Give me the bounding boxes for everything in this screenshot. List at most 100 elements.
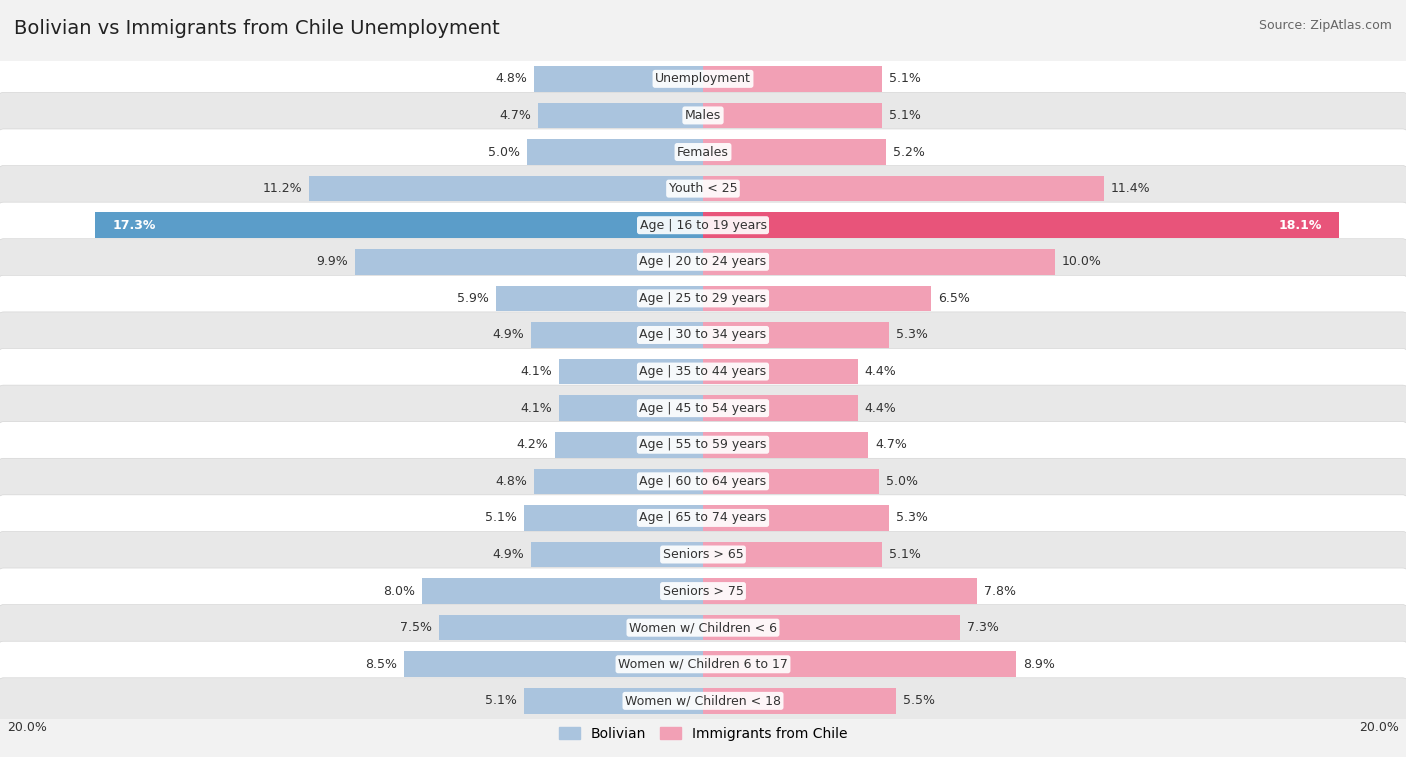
Text: 4.7%: 4.7%: [875, 438, 907, 451]
Text: Seniors > 65: Seniors > 65: [662, 548, 744, 561]
Bar: [703, 249, 1054, 275]
FancyBboxPatch shape: [0, 348, 1406, 394]
Bar: [703, 688, 897, 714]
Text: Youth < 25: Youth < 25: [669, 182, 737, 195]
Text: 20.0%: 20.0%: [7, 721, 46, 734]
Text: 4.8%: 4.8%: [495, 475, 527, 488]
Text: 6.5%: 6.5%: [939, 292, 970, 305]
Bar: [703, 652, 1015, 677]
Text: 8.0%: 8.0%: [382, 584, 415, 597]
FancyBboxPatch shape: [0, 385, 1406, 431]
Text: Unemployment: Unemployment: [655, 73, 751, 86]
Bar: [560, 395, 703, 421]
Bar: [703, 213, 1340, 238]
FancyBboxPatch shape: [0, 531, 1406, 578]
Text: 10.0%: 10.0%: [1062, 255, 1101, 268]
Text: 4.2%: 4.2%: [516, 438, 548, 451]
Bar: [703, 432, 869, 457]
Bar: [496, 285, 703, 311]
Text: Age | 55 to 59 years: Age | 55 to 59 years: [640, 438, 766, 451]
Text: 8.9%: 8.9%: [1024, 658, 1054, 671]
Text: 5.1%: 5.1%: [485, 512, 517, 525]
Bar: [703, 103, 883, 128]
Text: 8.5%: 8.5%: [366, 658, 398, 671]
FancyBboxPatch shape: [0, 238, 1406, 285]
Text: Seniors > 75: Seniors > 75: [662, 584, 744, 597]
Text: 7.5%: 7.5%: [401, 621, 433, 634]
FancyBboxPatch shape: [0, 202, 1406, 248]
Text: Age | 30 to 34 years: Age | 30 to 34 years: [640, 329, 766, 341]
FancyBboxPatch shape: [0, 166, 1406, 212]
Text: Age | 60 to 64 years: Age | 60 to 64 years: [640, 475, 766, 488]
Bar: [534, 66, 703, 92]
Text: 5.1%: 5.1%: [889, 548, 921, 561]
FancyBboxPatch shape: [0, 129, 1406, 175]
Legend: Bolivian, Immigrants from Chile: Bolivian, Immigrants from Chile: [553, 721, 853, 746]
Bar: [527, 139, 703, 165]
Text: 5.9%: 5.9%: [457, 292, 489, 305]
Text: 4.4%: 4.4%: [865, 365, 897, 378]
Text: 4.4%: 4.4%: [865, 402, 897, 415]
Bar: [555, 432, 703, 457]
Text: 5.1%: 5.1%: [889, 73, 921, 86]
Text: 17.3%: 17.3%: [112, 219, 156, 232]
Text: 5.1%: 5.1%: [889, 109, 921, 122]
Bar: [537, 103, 703, 128]
Text: 4.1%: 4.1%: [520, 402, 551, 415]
Bar: [531, 542, 703, 567]
Text: 5.0%: 5.0%: [886, 475, 918, 488]
Text: Women w/ Children 6 to 17: Women w/ Children 6 to 17: [619, 658, 787, 671]
Text: 5.1%: 5.1%: [485, 694, 517, 707]
Text: Women w/ Children < 18: Women w/ Children < 18: [626, 694, 780, 707]
Text: Age | 65 to 74 years: Age | 65 to 74 years: [640, 512, 766, 525]
Text: 4.7%: 4.7%: [499, 109, 531, 122]
FancyBboxPatch shape: [0, 605, 1406, 651]
Text: 7.8%: 7.8%: [984, 584, 1017, 597]
Bar: [703, 139, 886, 165]
Text: Age | 35 to 44 years: Age | 35 to 44 years: [640, 365, 766, 378]
Bar: [703, 578, 977, 604]
Text: 4.9%: 4.9%: [492, 329, 524, 341]
FancyBboxPatch shape: [0, 56, 1406, 102]
Text: 7.3%: 7.3%: [967, 621, 998, 634]
Bar: [703, 615, 960, 640]
Text: Females: Females: [678, 145, 728, 158]
Bar: [439, 615, 703, 640]
Text: 5.3%: 5.3%: [897, 512, 928, 525]
Bar: [524, 688, 703, 714]
Text: 11.4%: 11.4%: [1111, 182, 1150, 195]
Text: 4.9%: 4.9%: [492, 548, 524, 561]
Bar: [524, 505, 703, 531]
Bar: [560, 359, 703, 385]
FancyBboxPatch shape: [0, 458, 1406, 504]
FancyBboxPatch shape: [0, 312, 1406, 358]
Text: Age | 45 to 54 years: Age | 45 to 54 years: [640, 402, 766, 415]
Bar: [309, 176, 703, 201]
Bar: [531, 322, 703, 347]
Bar: [703, 395, 858, 421]
Bar: [703, 176, 1104, 201]
Bar: [94, 213, 703, 238]
Text: 11.2%: 11.2%: [263, 182, 302, 195]
Text: Bolivian vs Immigrants from Chile Unemployment: Bolivian vs Immigrants from Chile Unempl…: [14, 19, 499, 38]
Text: 9.9%: 9.9%: [316, 255, 349, 268]
Text: Age | 25 to 29 years: Age | 25 to 29 years: [640, 292, 766, 305]
Bar: [534, 469, 703, 494]
FancyBboxPatch shape: [0, 422, 1406, 468]
Text: 5.2%: 5.2%: [893, 145, 925, 158]
Bar: [422, 578, 703, 604]
FancyBboxPatch shape: [0, 92, 1406, 139]
Text: Source: ZipAtlas.com: Source: ZipAtlas.com: [1258, 19, 1392, 32]
Text: Age | 20 to 24 years: Age | 20 to 24 years: [640, 255, 766, 268]
Bar: [703, 505, 889, 531]
Text: 18.1%: 18.1%: [1278, 219, 1322, 232]
Bar: [703, 322, 889, 347]
FancyBboxPatch shape: [0, 276, 1406, 322]
Text: 4.8%: 4.8%: [495, 73, 527, 86]
Bar: [703, 542, 883, 567]
Text: 5.0%: 5.0%: [488, 145, 520, 158]
Text: 5.3%: 5.3%: [897, 329, 928, 341]
Bar: [405, 652, 703, 677]
Text: 5.5%: 5.5%: [904, 694, 935, 707]
Bar: [354, 249, 703, 275]
